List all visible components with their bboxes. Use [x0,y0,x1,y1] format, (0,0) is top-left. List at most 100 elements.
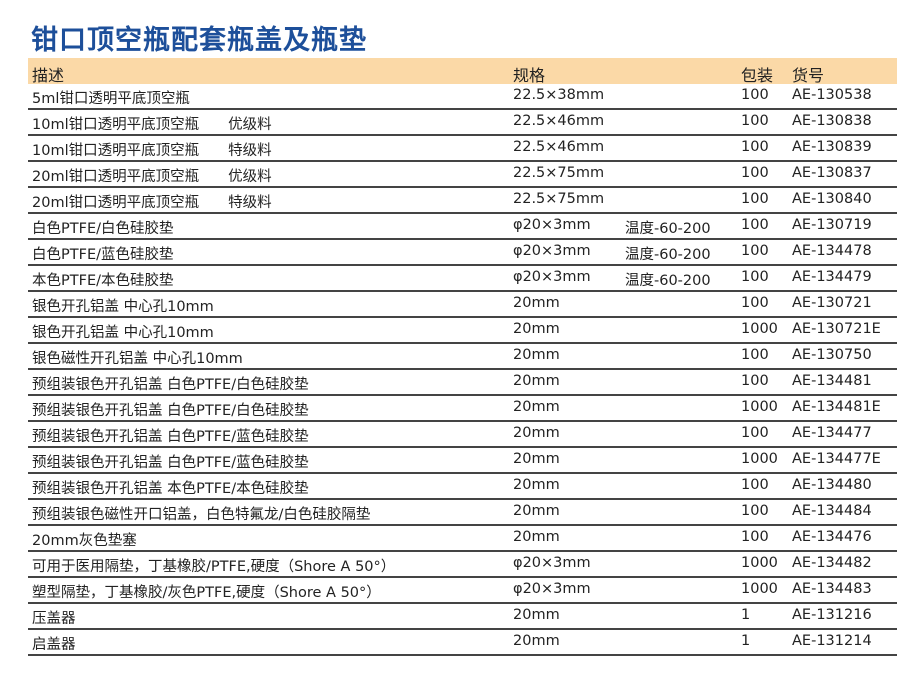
cell-pack: 1000 [741,399,778,415]
page-title: 钳口顶空瓶配套瓶盖及瓶垫 [31,25,367,56]
cell-spec: 22.5×38mm [513,87,605,103]
cell-desc: 银色磁性开孔铝盖 中心孔10mm [32,351,243,367]
cell-code: AE-134479 [792,269,872,285]
cell-pack: 1000 [741,451,778,467]
cell-spec: φ20×3mm [513,217,591,233]
header-pack: 包装 [741,66,774,85]
cell-code: AE-130838 [792,113,872,129]
cell-desc: 预组装银色开孔铝盖 白色PTFE/白色硅胶垫 [32,377,309,393]
cell-code: AE-134481 [792,373,872,389]
cell-desc: 本色PTFE/本色硅胶垫 [32,273,174,289]
cell-desc: 10ml钳口透明平底顶空瓶 优级料 [32,117,272,133]
cell-pack: 100 [741,295,769,311]
cell-pack: 100 [741,139,769,155]
cell-spec: 20mm [513,451,560,467]
cell-code: AE-130721 [792,295,872,311]
cell-code: AE-134477 [792,425,872,441]
table-row: 20ml钳口透明平底顶空瓶 特级料 22.5×75mm 100 AE-130840 [28,188,897,214]
header-desc: 描述 [32,66,65,85]
cell-desc: 可用于医用隔垫，丁基橡胶/PTFE,硬度（Shore A 50°） [32,559,396,575]
table-row: 白色PTFE/蓝色硅胶垫 φ20×3mm 温度-60-200 100 AE-134478 [28,240,897,266]
cell-desc: 预组装银色开孔铝盖 白色PTFE/蓝色硅胶垫 [32,429,309,445]
cell-spec: 20mm [513,347,560,363]
cell-spec: 20mm [513,399,560,415]
cell-desc: 20ml钳口透明平底顶空瓶 优级料 [32,169,272,185]
table-row: 20mm灰色垫塞 20mm 100 AE-134476 [28,526,897,552]
cell-code: AE-130721E [792,321,881,337]
table-header: 描述 规格 包装 货号 [28,58,897,85]
product-table: 描述 规格 包装 货号 5ml钳口透明平底顶空瓶 22.5×38mm 100 AE-1… [28,58,897,656]
table-row: 预组装银色开孔铝盖 白色PTFE/白色硅胶垫 20mm 100 AE-134481 [28,370,897,396]
cell-pack: 100 [741,477,769,493]
cell-spec: 20mm [513,477,560,493]
cell-desc: 预组装银色开孔铝盖 白色PTFE/白色硅胶垫 [32,403,309,419]
cell-desc: 预组装银色磁性开口铝盖，白色特氟龙/白色硅胶隔垫 [32,507,371,523]
cell-pack: 1000 [741,321,778,337]
cell-spec: 20mm [513,529,560,545]
cell-pack: 100 [741,373,769,389]
table-row: 白色PTFE/白色硅胶垫 φ20×3mm 温度-60-200 100 AE-130719 [28,214,897,240]
table-row: 20ml钳口透明平底顶空瓶 优级料 22.5×75mm 100 AE-130837 [28,162,897,188]
table-row: 5ml钳口透明平底顶空瓶 22.5×38mm 100 AE-130538 [28,84,897,110]
cell-pack: 100 [741,243,769,259]
table-row: 预组装银色磁性开口铝盖，白色特氟龙/白色硅胶隔垫 20mm 100 AE-134484 [28,500,897,526]
cell-desc: 白色PTFE/蓝色硅胶垫 [32,247,174,263]
cell-code: AE-134482 [792,555,872,571]
table-row: 银色磁性开孔铝盖 中心孔10mm 20mm 100 AE-130750 [28,344,897,370]
cell-desc: 20ml钳口透明平底顶空瓶 特级料 [32,195,272,211]
table-row: 预组装银色开孔铝盖 本色PTFE/本色硅胶垫 20mm 100 AE-134480 [28,474,897,500]
cell-desc: 塑型隔垫，丁基橡胶/灰色PTFE,硬度（Shore A 50°） [32,585,381,601]
table-row: 预组装银色开孔铝盖 白色PTFE/白色硅胶垫 20mm 1000 AE-134481E [28,396,897,422]
table-row: 本色PTFE/本色硅胶垫 φ20×3mm 温度-60-200 100 AE-134479 [28,266,897,292]
cell-code: AE-134484 [792,503,872,519]
cell-spec: 20mm [513,295,560,311]
cell-code: AE-130837 [792,165,872,181]
cell-pack: 1000 [741,555,778,571]
cell-spec: φ20×3mm [513,243,591,259]
table-row: 银色开孔铝盖 中心孔10mm 20mm 100 AE-130721 [28,292,897,318]
cell-code: AE-134478 [792,243,872,259]
cell-spec: 20mm [513,321,560,337]
cell-pack: 1000 [741,581,778,597]
table-row: 10ml钳口透明平底顶空瓶 优级料 22.5×46mm 100 AE-130838 [28,110,897,136]
table-row: 10ml钳口透明平底顶空瓶 特级料 22.5×46mm 100 AE-130839 [28,136,897,162]
cell-spec: 20mm [513,503,560,519]
cell-pack: 100 [741,503,769,519]
cell-pack: 100 [741,87,769,103]
cell-code: AE-131214 [792,633,872,649]
cell-temp: 温度-60-200 [625,247,711,263]
table-row: 压盖器 20mm 1 AE-131216 [28,604,897,630]
cell-temp: 温度-60-200 [625,273,711,289]
cell-code: AE-134477E [792,451,881,467]
cell-pack: 100 [741,425,769,441]
cell-spec: φ20×3mm [513,581,591,597]
cell-spec: 22.5×75mm [513,191,605,207]
table-row: 银色开孔铝盖 中心孔10mm 20mm 1000 AE-130721E [28,318,897,344]
cell-desc: 白色PTFE/白色硅胶垫 [32,221,174,237]
table-row: 启盖器 20mm 1 AE-131214 [28,630,897,656]
cell-desc: 启盖器 [32,637,76,653]
cell-pack: 100 [741,165,769,181]
cell-code: AE-131216 [792,607,872,623]
cell-code: AE-130839 [792,139,872,155]
table-row: 预组装银色开孔铝盖 白色PTFE/蓝色硅胶垫 20mm 1000 AE-134477E [28,448,897,474]
cell-code: AE-130538 [792,87,872,103]
header-code: 货号 [792,66,825,85]
cell-spec: φ20×3mm [513,269,591,285]
cell-spec: 22.5×46mm [513,139,605,155]
cell-code: AE-134481E [792,399,881,415]
cell-code: AE-130750 [792,347,872,363]
cell-spec: 20mm [513,373,560,389]
cell-pack: 1 [741,633,751,649]
cell-pack: 100 [741,347,769,363]
cell-desc: 5ml钳口透明平底顶空瓶 [32,91,190,107]
header-spec: 规格 [513,66,546,85]
cell-spec: 22.5×46mm [513,113,605,129]
cell-temp: 温度-60-200 [625,221,711,237]
cell-pack: 100 [741,269,769,285]
table-row: 预组装银色开孔铝盖 白色PTFE/蓝色硅胶垫 20mm 100 AE-134477 [28,422,897,448]
cell-code: AE-130840 [792,191,872,207]
cell-pack: 1 [741,607,751,623]
cell-pack: 100 [741,217,769,233]
cell-code: AE-134476 [792,529,872,545]
